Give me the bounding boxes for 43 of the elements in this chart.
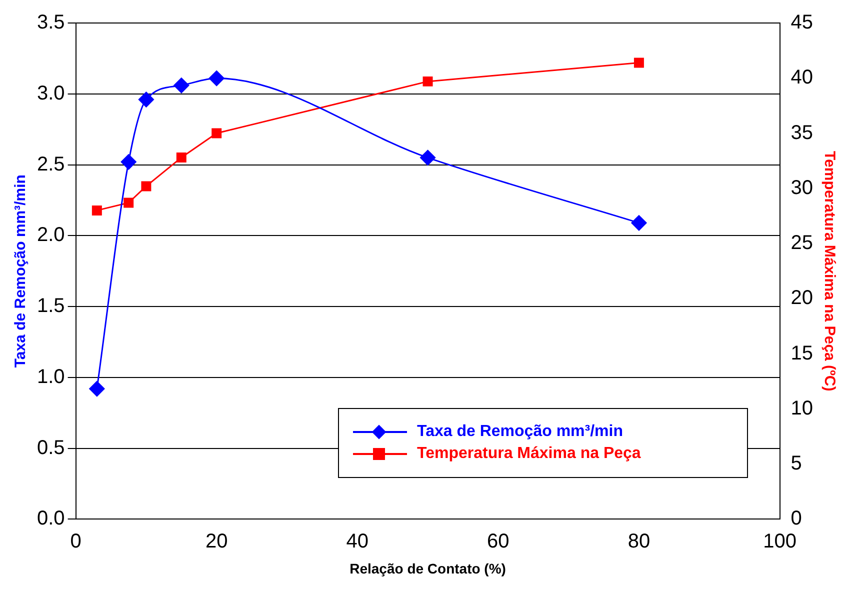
x-tick-label: 20 xyxy=(205,530,228,553)
y2-tick-label: 45 xyxy=(790,12,814,34)
point xyxy=(92,205,102,216)
point xyxy=(141,181,152,192)
y-tick-label: 3.0 xyxy=(36,82,65,104)
x-tick-label: 60 xyxy=(487,530,510,553)
point xyxy=(120,154,136,170)
y2-tick-label: 5 xyxy=(790,452,802,475)
y-tick-label: 2.0 xyxy=(36,224,65,246)
x-tick-label: 80 xyxy=(628,530,650,553)
y-tick-label: 0.0 xyxy=(36,508,65,530)
y-tick-label: 1.5 xyxy=(36,295,65,318)
point xyxy=(174,78,190,94)
y2-tick-label: 25 xyxy=(790,232,814,254)
point xyxy=(631,215,647,231)
y-tick-label: 0.5 xyxy=(36,436,65,459)
legend-label: Taxa de Remoção mm³/min xyxy=(417,423,623,441)
y-tick-label: 3.5 xyxy=(36,12,65,34)
x-axis-title: Relação de Contato (%) xyxy=(350,560,506,576)
point xyxy=(124,198,134,208)
x-tick-label: 0 xyxy=(70,530,82,553)
point xyxy=(89,381,105,397)
y-tick-label: 1.0 xyxy=(36,366,65,388)
point xyxy=(420,150,436,166)
point xyxy=(176,152,186,163)
point xyxy=(422,76,433,86)
point xyxy=(634,58,644,68)
y2-tick-label: 35 xyxy=(790,122,814,144)
y2-axis-title: Temperatura Máxima na Peça (ºC) xyxy=(820,150,838,392)
x-tick-label: 40 xyxy=(346,530,369,553)
y2-tick-label: 15 xyxy=(790,342,814,364)
x-tick-label: 100 xyxy=(763,530,796,553)
y2-tick-label: 10 xyxy=(790,397,814,420)
point xyxy=(212,128,222,138)
y-tick-label: 2.5 xyxy=(36,153,65,176)
legend-label: Temperatura Máxima na Peça xyxy=(417,445,641,463)
y-axis-title: Taxa de Remoção mm³/min xyxy=(12,174,30,368)
y2-tick-label: 20 xyxy=(790,287,814,310)
point xyxy=(138,92,154,108)
y2-tick-label: 0 xyxy=(790,508,802,530)
y2-tick-label: 40 xyxy=(790,66,814,89)
y2-tick-label: 30 xyxy=(790,176,814,199)
point xyxy=(208,70,224,86)
